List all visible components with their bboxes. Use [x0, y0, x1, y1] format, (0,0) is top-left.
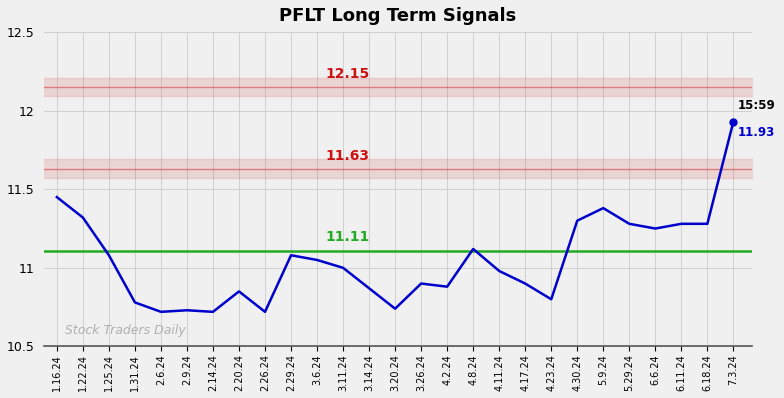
Text: 11.63: 11.63: [326, 148, 370, 162]
Text: 11.11: 11.11: [325, 230, 370, 244]
Text: Stock Traders Daily: Stock Traders Daily: [64, 324, 185, 337]
Text: 12.15: 12.15: [325, 67, 370, 81]
Title: PFLT Long Term Signals: PFLT Long Term Signals: [279, 7, 517, 25]
Text: 11.93: 11.93: [737, 126, 775, 139]
Text: 15:59: 15:59: [737, 99, 775, 112]
